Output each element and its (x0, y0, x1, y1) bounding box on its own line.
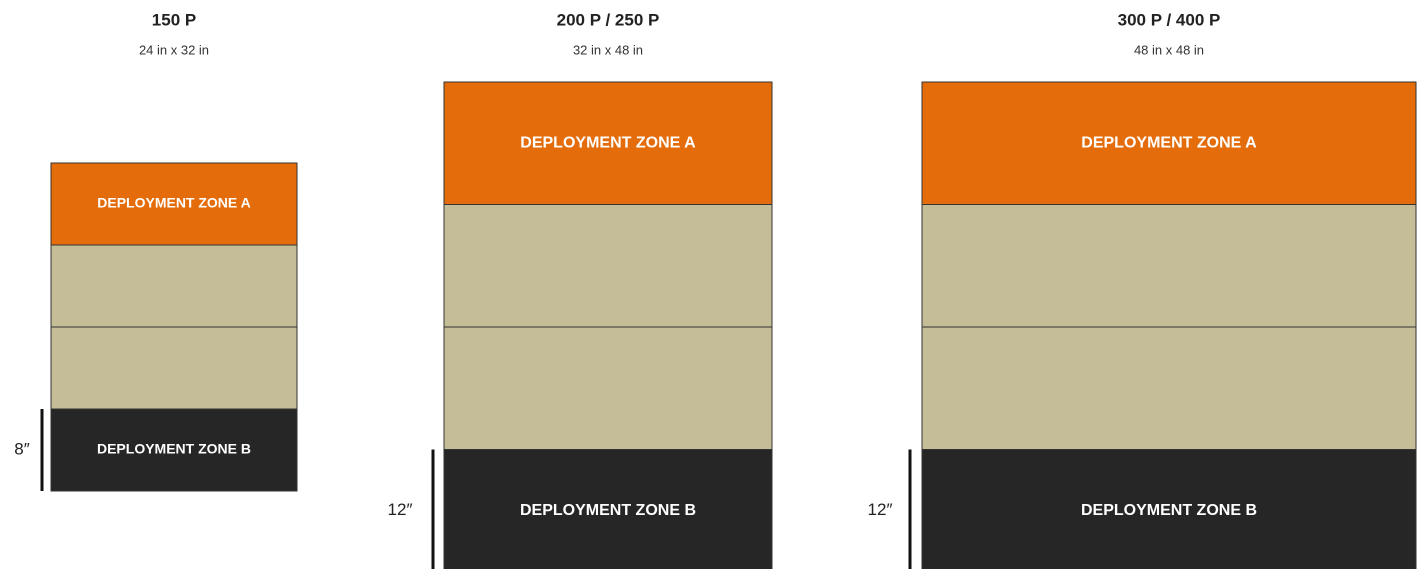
board-size: 32 in x 48 in (573, 42, 643, 57)
zone-band (443, 449, 773, 569)
board-size: 24 in x 32 in (139, 42, 209, 57)
measure-label: 8″ (14, 439, 29, 458)
zone-band (921, 449, 1417, 569)
zone-band (50, 244, 298, 328)
measure-label: 12″ (388, 500, 413, 519)
zone-band (443, 204, 773, 328)
board-title: 300 P / 400 P (1118, 10, 1221, 29)
zone-band (50, 162, 298, 246)
zone-b-label: DEPLOYMENT ZONE B (520, 502, 696, 519)
zone-band (50, 326, 298, 410)
zone-band (921, 81, 1417, 205)
zone-b-label: DEPLOYMENT ZONE B (97, 441, 251, 457)
zone-band (921, 204, 1417, 328)
zone-a-label: DEPLOYMENT ZONE A (520, 134, 696, 151)
board-title: 150 P (152, 10, 196, 29)
zone-a-label: DEPLOYMENT ZONE A (1081, 134, 1257, 151)
board-title: 200 P / 250 P (557, 10, 660, 29)
zone-a-label: DEPLOYMENT ZONE A (97, 195, 251, 211)
board-size: 48 in x 48 in (1134, 42, 1204, 57)
zone-band (921, 326, 1417, 450)
zone-b-label: DEPLOYMENT ZONE B (1081, 502, 1257, 519)
zone-band (443, 326, 773, 450)
measure-label: 12″ (868, 500, 893, 519)
zone-band (50, 408, 298, 492)
